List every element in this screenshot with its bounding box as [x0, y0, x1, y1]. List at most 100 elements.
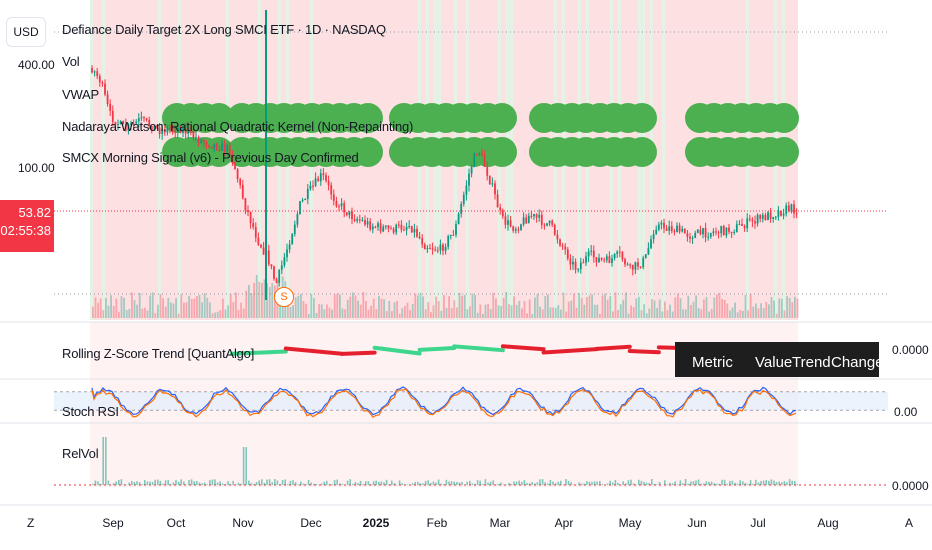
candle-body — [176, 127, 179, 133]
candle-body — [699, 229, 702, 235]
candle-body — [665, 228, 668, 231]
relvol-bar — [497, 483, 500, 485]
relvol-bar — [560, 480, 562, 485]
candle-body — [442, 244, 444, 251]
relvol-value: 0.0000 — [892, 479, 929, 493]
zscore-segment — [541, 347, 599, 355]
relvol-bar — [323, 481, 325, 485]
relvol-bar — [201, 483, 203, 485]
volume-bar — [476, 312, 479, 318]
relvol-bar — [97, 481, 99, 485]
volume-bar — [541, 309, 544, 318]
relvol-bar — [349, 479, 351, 485]
relvol-bar — [307, 480, 310, 485]
candle-body — [540, 214, 543, 225]
candle-body — [228, 145, 231, 155]
volume-bar — [599, 313, 601, 318]
relvol-bar — [313, 483, 315, 485]
candle-body — [574, 261, 577, 270]
relvol-bar — [149, 481, 151, 485]
relvol-bar — [211, 479, 214, 485]
candle-body — [215, 143, 218, 150]
volume-bar — [487, 304, 489, 318]
candle-body — [611, 258, 613, 263]
volume-bar — [471, 293, 474, 318]
volume-bar — [747, 310, 749, 318]
relvol-bar — [209, 480, 211, 485]
candle-body — [223, 143, 226, 152]
candle-body — [317, 178, 320, 182]
volume-bar — [781, 298, 783, 318]
candle-body — [455, 224, 457, 235]
timezone-button[interactable]: Z — [27, 516, 35, 530]
candle-body — [725, 227, 728, 236]
candle-body — [452, 234, 455, 236]
relvol-bar — [193, 481, 195, 485]
candle-body — [642, 257, 645, 268]
relvol-bar — [671, 483, 674, 485]
volume-bar — [591, 294, 593, 318]
relvol-bar — [393, 483, 396, 485]
candle-body — [769, 212, 772, 219]
candle-body — [283, 257, 286, 266]
candle-body — [772, 217, 775, 219]
indicator-label-vwap[interactable]: VWAP — [62, 87, 100, 102]
volume-bar — [596, 304, 599, 318]
candle-body — [351, 211, 353, 220]
volume-bar — [149, 295, 151, 318]
volume-bar — [102, 310, 105, 318]
candle-body — [299, 201, 301, 215]
candle-body — [499, 207, 502, 211]
volume-bar — [606, 299, 609, 318]
relvol-bar — [248, 480, 250, 485]
volume-bar — [458, 292, 461, 318]
candle-body — [488, 175, 491, 185]
volume-bar — [242, 308, 245, 318]
signal-marker[interactable]: S — [274, 287, 294, 307]
symbol-title[interactable]: Defiance Daily Target 2X Long SMCI ETF ·… — [62, 22, 386, 37]
volume-bar — [99, 298, 102, 318]
relvol-bar — [502, 484, 505, 485]
volume-bar — [159, 294, 162, 318]
volume-bar — [297, 295, 300, 318]
auto-scale-button[interactable]: A — [905, 516, 914, 530]
candle-body — [96, 71, 99, 77]
relvol-bar — [653, 483, 656, 485]
currency-button[interactable]: USD — [6, 17, 46, 47]
time-axis-label: May — [618, 516, 642, 530]
indicator-label-vol[interactable]: Vol — [62, 54, 80, 69]
relvol-bar — [726, 483, 728, 485]
indicator-label-smcx[interactable]: SMCX Morning Signal (v6) - Previous Day … — [62, 150, 359, 165]
volume-bar — [617, 309, 619, 318]
volume-bar — [365, 300, 367, 318]
pane-label-stoch-rsi[interactable]: Stoch RSI — [62, 404, 119, 419]
volume-bar — [190, 298, 193, 318]
candle-body — [712, 231, 715, 234]
volume-bar — [554, 307, 557, 318]
candle-body — [418, 236, 421, 239]
volume-bar — [687, 295, 690, 318]
zscore-segment — [500, 344, 546, 352]
candle-body — [98, 76, 101, 83]
volume-bar — [469, 306, 471, 318]
volume-bar — [255, 274, 258, 318]
pane-label-relvol[interactable]: RelVol — [62, 446, 99, 461]
pane-label-zscore[interactable]: Rolling Z-Score Trend [QuantAlgo] — [62, 346, 255, 361]
volume-bar — [796, 298, 799, 318]
candle-body — [423, 244, 426, 250]
candle-body — [163, 129, 166, 133]
time-axis-label: Oct — [166, 516, 186, 530]
volume-bar — [188, 295, 190, 318]
candle-body — [759, 214, 762, 219]
candle-body — [288, 244, 291, 250]
candle-body — [564, 246, 567, 250]
relvol-bar — [692, 481, 695, 485]
relvol-bar — [599, 481, 601, 485]
indicator-label-nadaraya[interactable]: Nadaraya-Watson: Rational Quadratic Kern… — [62, 119, 414, 134]
candle-body — [397, 224, 400, 226]
relvol-bars — [92, 437, 799, 485]
candle-body — [140, 117, 143, 119]
relvol-bar — [770, 479, 773, 485]
volume-bar — [180, 294, 183, 318]
